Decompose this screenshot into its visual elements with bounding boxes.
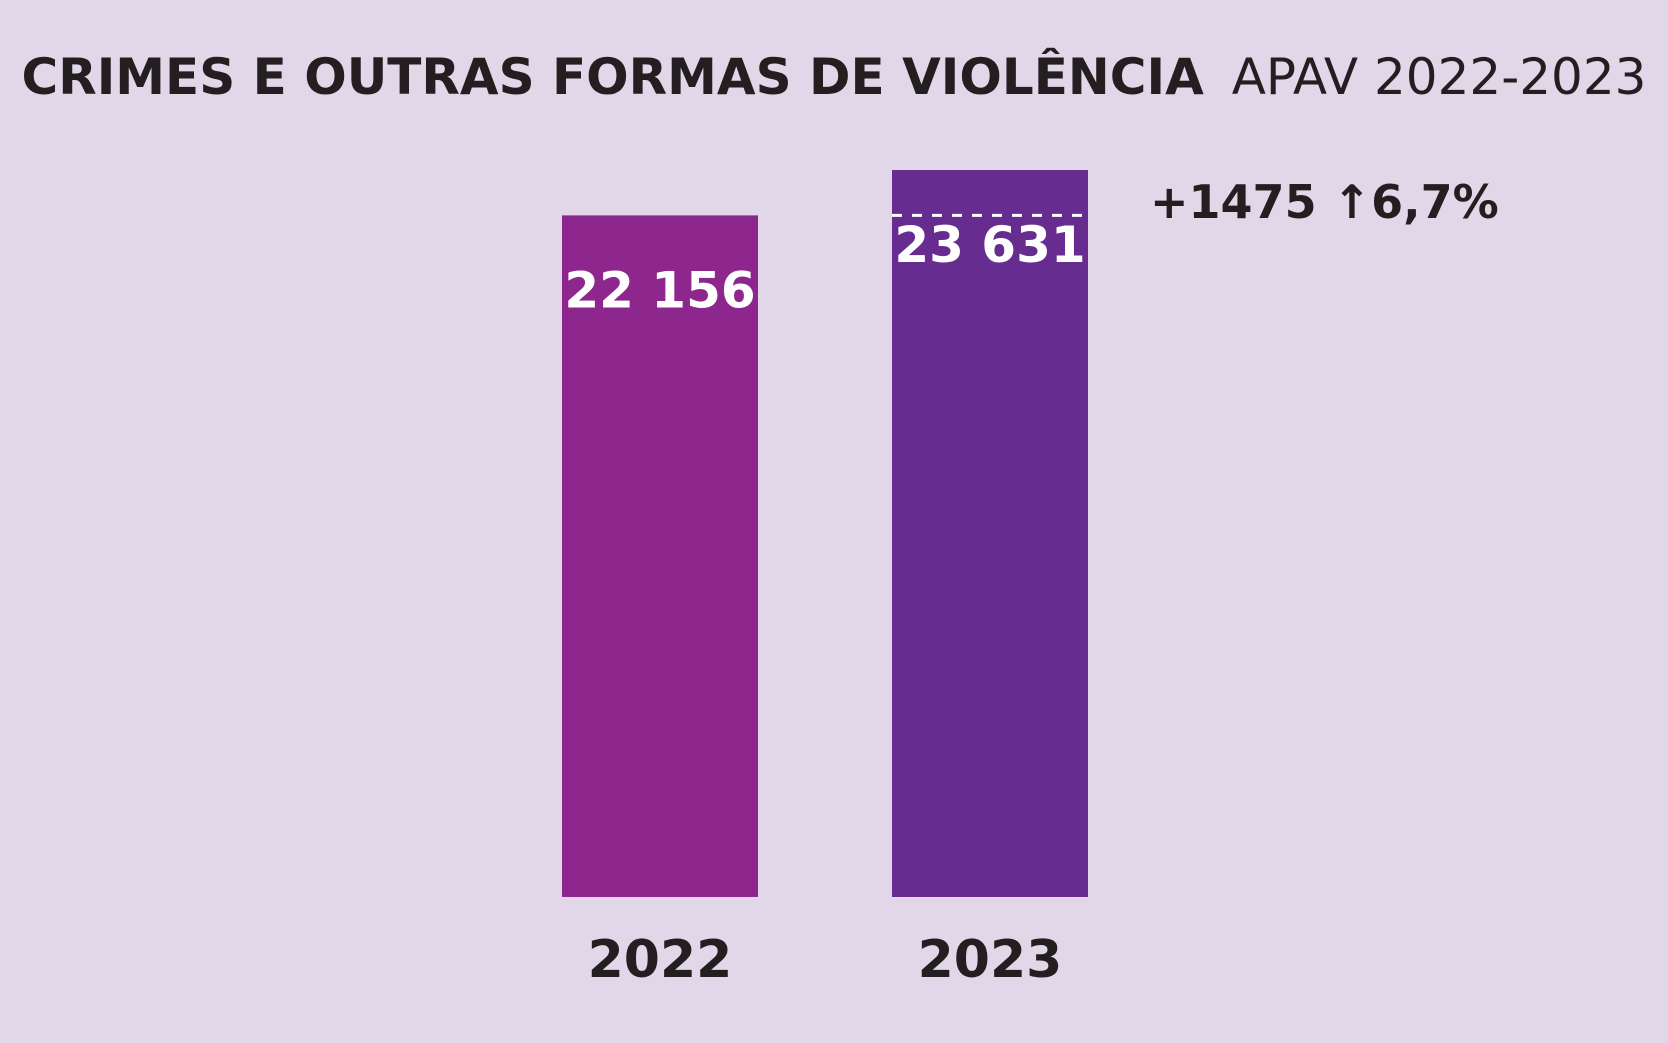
bar-value-label: 22 156 [564, 261, 755, 319]
chart-subtitle: APAV 2022-2023 [1232, 48, 1647, 106]
category-label: 2023 [918, 930, 1063, 990]
category-label: 2022 [588, 930, 733, 990]
change-annotation: +1475 ↑6,7% [1150, 175, 1499, 229]
bar-value-label: 23 631 [894, 216, 1085, 274]
bar-2022 [562, 215, 758, 897]
chart-title-line: CRIMES E OUTRAS FORMAS DE VIOLÊNCIA APAV… [22, 47, 1647, 106]
plot-area: 22 156 2022 23 631 2023 [562, 170, 1088, 990]
chart-title: CRIMES E OUTRAS FORMAS DE VIOLÊNCIA [22, 47, 1205, 106]
bar-2023 [892, 170, 1088, 897]
